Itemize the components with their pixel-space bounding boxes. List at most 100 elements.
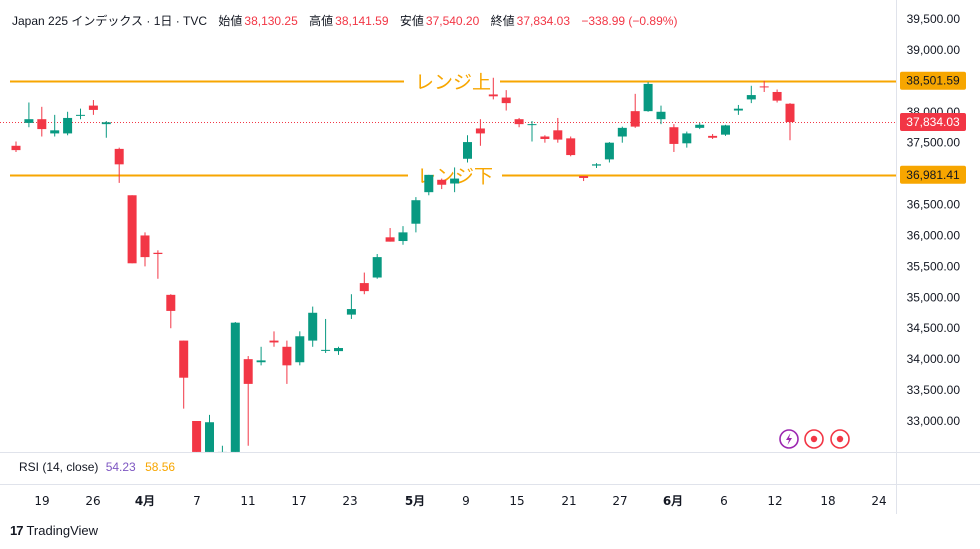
level-tag-upper-bg — [900, 71, 966, 90]
candle-body — [527, 124, 537, 126]
candle — [179, 340, 189, 409]
candle-body — [514, 119, 524, 125]
last-price-tag-bg — [900, 113, 966, 132]
candle — [514, 117, 524, 128]
candle — [398, 226, 408, 245]
candle — [656, 105, 666, 125]
price-tick-label: 33,500.00 — [907, 383, 961, 397]
rsi-value: 54.23 — [105, 460, 136, 474]
candle — [192, 421, 202, 452]
candle-body — [501, 97, 511, 104]
candle-body — [385, 237, 395, 242]
candle — [566, 136, 576, 157]
candles — [11, 77, 795, 452]
candle-body — [243, 359, 253, 384]
candle-body — [450, 178, 460, 184]
candle-body — [321, 349, 331, 351]
candle — [669, 124, 679, 152]
legend-header: Japan 225 インデックス · 1日 · TVC 始値 38,130.25 … — [12, 12, 679, 29]
candle — [746, 85, 756, 104]
candle — [463, 135, 472, 163]
candle — [269, 331, 279, 347]
candle-body — [785, 103, 795, 123]
open-value: 38,130.25 — [244, 14, 298, 28]
candle-body — [50, 130, 60, 134]
rsi-ma-value: 58.56 — [145, 460, 176, 474]
candle-body — [643, 83, 653, 112]
candle-body — [11, 145, 21, 151]
high-value: 38,141.59 — [335, 14, 389, 28]
candle-body — [746, 95, 756, 100]
candle — [346, 294, 356, 319]
candle-body — [346, 309, 356, 315]
price-tick-label: 34,500.00 — [907, 321, 961, 335]
event-dot-2 — [836, 435, 844, 443]
candle-body — [140, 235, 150, 258]
price-tick-label: 35,000.00 — [907, 290, 961, 304]
last-price-tag: 37,834.03 — [906, 115, 960, 129]
candle — [785, 103, 795, 141]
time-tick-label: 6 — [720, 494, 728, 508]
time-tick-label: 5月 — [405, 494, 425, 508]
level-tag-lower-bg — [900, 165, 966, 184]
rsi-legend[interactable]: RSI (14, close) 54.23 58.56 — [19, 460, 175, 474]
candle-body — [540, 136, 550, 139]
brand-name: TradingView — [26, 523, 99, 538]
candle — [256, 346, 266, 366]
candle — [295, 331, 305, 366]
candle-body — [617, 127, 627, 137]
time-axis: 19 26 4月 7 11 17 23 5月 9 15 21 27 6月 6 12 18 24 — [34, 494, 886, 508]
candle-body — [269, 340, 279, 343]
candle — [37, 106, 47, 137]
candle — [630, 93, 640, 128]
candle-body — [682, 133, 692, 144]
candle-body — [308, 312, 318, 341]
candle — [88, 100, 98, 115]
candle-body — [630, 111, 640, 127]
price-tick-label: 35,500.00 — [907, 259, 961, 273]
time-tick-label: 21 — [561, 494, 576, 508]
symbol-title[interactable]: Japan 225 インデックス · 1日 · TVC — [12, 14, 208, 28]
candle-body — [24, 119, 34, 123]
candle-body — [488, 94, 498, 97]
candle — [424, 174, 434, 196]
candle-body — [772, 91, 782, 101]
candle — [617, 126, 627, 143]
candle — [153, 250, 163, 279]
price-tick-label: 39,000.00 — [907, 43, 961, 57]
price-tick-label: 39,500.00 — [907, 12, 961, 26]
price-tick-label: 36,500.00 — [907, 198, 961, 212]
candle-body — [566, 138, 576, 156]
time-tick-label: 18 — [820, 494, 835, 508]
tradingview-brand[interactable]: 17 TradingView — [10, 523, 98, 538]
lightning-glyph — [786, 433, 792, 445]
candle-body — [463, 142, 472, 159]
price-tick-label: 36,000.00 — [907, 228, 961, 242]
tradingview-logo-icon: 17 — [10, 523, 24, 538]
candle-body — [230, 322, 240, 452]
time-tick-label: 15 — [509, 494, 524, 508]
time-tick-label: 12 — [767, 494, 782, 508]
candle-body — [424, 174, 434, 193]
candle — [359, 272, 369, 295]
candle-body — [153, 252, 163, 255]
candle-body — [282, 346, 292, 366]
candle-body — [398, 232, 408, 242]
candle-body — [656, 111, 666, 120]
candle-body — [217, 451, 227, 452]
open-label: 始値 — [218, 14, 243, 28]
candle — [385, 228, 395, 242]
low-label: 安値 — [399, 14, 424, 28]
candle — [721, 124, 730, 136]
candle — [437, 178, 447, 190]
candle — [643, 82, 653, 112]
candle-body — [166, 294, 176, 311]
candle-body — [721, 125, 730, 135]
candle-body — [411, 200, 421, 224]
candle-body — [553, 130, 563, 140]
candle-body — [63, 117, 73, 134]
candle-body — [475, 128, 485, 134]
candle — [127, 195, 137, 264]
